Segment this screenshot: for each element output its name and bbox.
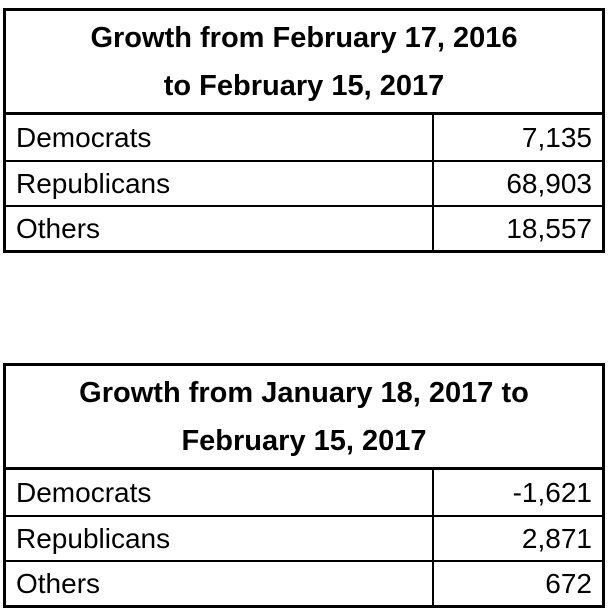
table-title: Growth from January 18, 2017 to February… [6,366,602,470]
row-label: Republicans [16,522,171,554]
row-value: 672 [432,562,602,605]
growth-table-jan2017-feb2017: Growth from January 18, 2017 to February… [3,363,605,608]
row-value: -1,621 [432,470,602,515]
row-value: 2,871 [432,517,602,560]
table-title-line1: Growth from January 18, 2017 to [79,376,529,409]
table-row: Republicans 2,871 [6,515,602,560]
row-label: Others [16,567,101,599]
table-row: Democrats 7,135 [6,115,602,160]
row-label: Republicans [16,167,171,199]
table-row: Republicans 68,903 [6,160,602,205]
row-label: Others [16,212,101,244]
table-title-line2: February 15, 2017 [181,424,427,457]
row-label: Democrats [16,121,152,153]
table-row: Others 18,557 [6,205,602,250]
table-row: Democrats -1,621 [6,470,602,515]
table-title-line2: to February 15, 2017 [163,69,445,102]
row-label: Democrats [16,476,152,508]
table-title: Growth from February 17, 2016 to Februar… [6,11,602,115]
table-row: Others 672 [6,560,602,605]
row-value: 18,557 [432,207,602,250]
table-title-line1: Growth from February 17, 2016 [90,21,518,54]
row-value: 68,903 [432,162,602,205]
growth-table-feb2016-feb2017: Growth from February 17, 2016 to Februar… [3,8,605,253]
row-value: 7,135 [432,115,602,160]
